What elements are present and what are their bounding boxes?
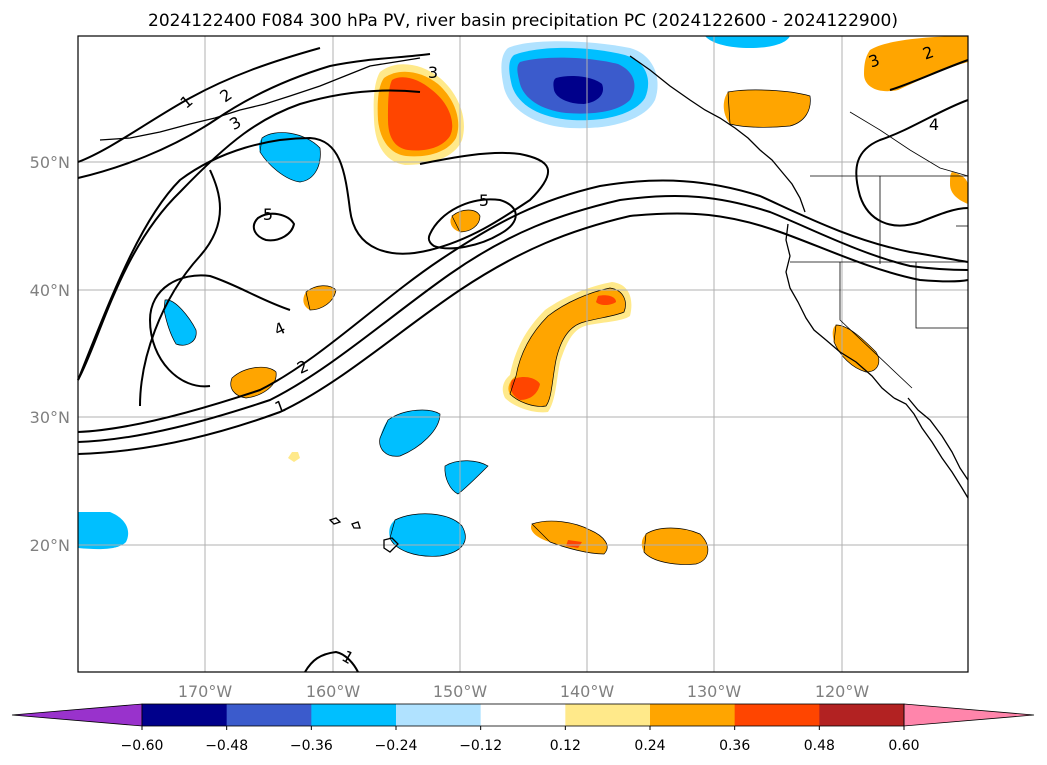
colorbar-cell	[311, 704, 397, 726]
contour-label: 3	[428, 63, 438, 82]
pos-shade-band-strong-1	[510, 376, 540, 400]
colorbar-cell	[226, 704, 312, 726]
neg-shade-hawaii	[389, 513, 466, 557]
colorbar-label: 0.12	[550, 738, 581, 754]
contour-label: 4	[929, 115, 939, 134]
colorbar-ticks	[141, 726, 905, 730]
lon-label: 170°W	[178, 682, 233, 701]
negative-precip-shading	[78, 36, 790, 557]
colorbar-cells	[11, 703, 1035, 727]
pos-shade-20n-134w	[641, 528, 708, 565]
pos-shade-bc-coast	[723, 89, 811, 128]
pos-shade-aleutian-strong	[388, 77, 453, 151]
colorbar-label: 0.36	[719, 738, 750, 754]
pos-shade-40n-160w	[303, 285, 336, 310]
lon-label: 140°W	[560, 682, 615, 701]
pv-contour-5-east	[427, 198, 517, 250]
lat-label: 20°N	[30, 536, 70, 555]
colorbar-label: −0.24	[375, 738, 418, 754]
colorbar-label: 0.60	[888, 738, 919, 754]
pv-contour-1-north	[77, 47, 321, 163]
pv-contour-1-main	[77, 212, 969, 455]
colorbar-label: −0.36	[290, 738, 333, 754]
pos-shade-27n-159w	[288, 452, 300, 462]
latitude-labels: 50°N 40°N 30°N 20°N	[30, 153, 70, 555]
colorbar-outline	[141, 703, 905, 727]
neg-shade-aleutian	[258, 132, 321, 182]
pos-shade-right-edge	[950, 172, 968, 204]
neg-shade-40n-168w	[164, 299, 197, 346]
colorbar-cell	[480, 704, 566, 726]
pv-contour-4-east	[855, 99, 969, 227]
colorbar-cell	[734, 704, 820, 726]
pos-shade-band-mid	[508, 288, 626, 407]
neg-shade-25n-150w	[444, 460, 488, 494]
colorbar-cell	[396, 704, 482, 726]
colorbar-cell	[819, 704, 905, 726]
pos-shade-band-strong-2	[596, 295, 616, 305]
pos-shade-california	[832, 325, 879, 372]
colorbar-label: 0.24	[634, 738, 665, 754]
neg-shade-gulf-alaska-max	[553, 76, 604, 104]
colorbar-label: 0.48	[804, 738, 835, 754]
pos-shade-33n-164w	[230, 367, 277, 398]
pv-contour-4-west-loop	[148, 274, 291, 388]
map-panel: 1 2 3 3 5 5 4 2 1 1 2 3 4	[77, 35, 969, 673]
lon-label: 160°W	[306, 682, 361, 701]
pv-contour-1-south	[304, 650, 359, 673]
pv-contours	[77, 47, 969, 673]
lon-label: 120°W	[815, 682, 870, 701]
neg-shade-left-edge-20n	[78, 512, 129, 550]
neg-shade-top-right	[705, 36, 790, 48]
neg-shade-28n-152w	[379, 410, 440, 457]
figure-title: 2024122400 F084 300 hPa PV, river basin …	[148, 11, 898, 31]
contour-label: 5	[479, 191, 489, 210]
lat-label: 40°N	[30, 281, 70, 300]
colorbar: −0.60 −0.48 −0.36 −0.24 −0.12 0.12 0.24 0.36 0.4…	[11, 703, 1035, 754]
pos-shade-44n-150w	[450, 210, 480, 232]
lat-label: 50°N	[30, 153, 70, 172]
colorbar-extend-low	[11, 703, 143, 727]
pv-contour-3-east	[889, 59, 969, 91]
pos-shade-20n-143w-strong	[566, 540, 582, 548]
coastlines	[99, 55, 969, 553]
pv-contour-3-west	[139, 169, 221, 407]
lon-label: 130°W	[687, 682, 742, 701]
contour-label: 5	[263, 205, 273, 224]
colorbar-label: −0.60	[121, 738, 164, 754]
colorbar-cell	[142, 704, 228, 726]
colorbar-extend-high	[903, 703, 1035, 727]
colorbar-label: −0.12	[459, 738, 502, 754]
political-borders	[790, 111, 969, 389]
pos-shade-top-right	[864, 36, 968, 92]
lon-label: 150°W	[433, 682, 488, 701]
lat-label: 30°N	[30, 408, 70, 427]
pv-contour-5-west	[252, 212, 296, 242]
colorbar-label: −0.48	[205, 738, 248, 754]
colorbar-cell	[650, 704, 736, 726]
colorbar-labels: −0.60 −0.48 −0.36 −0.24 −0.12 0.12 0.24 0.36 0.4…	[121, 738, 920, 754]
pv-contour-2-north	[77, 53, 431, 179]
gridlines	[78, 36, 968, 672]
pv-contour-2-main	[77, 195, 969, 443]
map-frame	[77, 35, 969, 673]
colorbar-cell	[565, 704, 651, 726]
pv-contour-3-north	[77, 89, 421, 381]
positive-precip-shading	[230, 36, 968, 565]
pv-contour-4-north	[77, 136, 550, 381]
longitude-labels: 170°W 160°W 150°W 140°W 130°W 120°W	[178, 682, 870, 701]
pv-contour-4-main	[77, 179, 969, 433]
